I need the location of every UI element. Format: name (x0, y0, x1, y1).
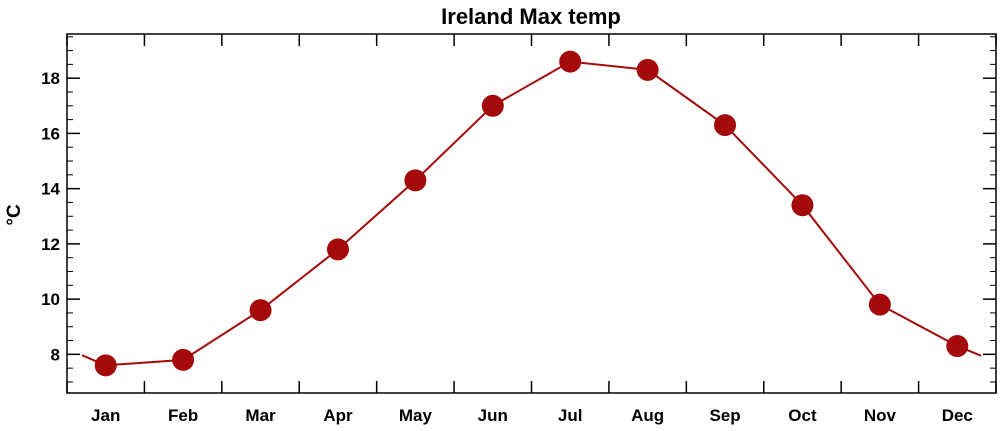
data-point (326, 238, 349, 261)
x-tick-label: Aug (631, 406, 664, 425)
data-point (636, 58, 659, 81)
chart-title: Ireland Max temp (441, 4, 621, 29)
x-tick-label: Jul (558, 406, 583, 425)
data-point (404, 169, 427, 192)
data-point (249, 299, 272, 322)
data-point (714, 114, 737, 137)
data-point (481, 94, 504, 117)
y-tick-label: 16 (41, 124, 60, 143)
x-tick-label: Apr (323, 406, 353, 425)
x-tick-label: May (399, 406, 433, 425)
y-axis-label: °C (4, 204, 25, 226)
x-tick-label: Sep (709, 406, 740, 425)
x-tick-label: Dec (942, 406, 973, 425)
y-tick-label: 14 (41, 180, 60, 199)
x-tick-label: Jun (478, 406, 508, 425)
data-point (559, 50, 582, 73)
y-tick-label: 8 (51, 345, 60, 364)
series-group (81, 50, 982, 377)
plot-frame (66, 33, 997, 394)
series-line (81, 60, 982, 367)
y-tick-label: 18 (41, 69, 60, 88)
y-tick-label: 12 (41, 235, 60, 254)
data-point (172, 348, 195, 371)
plot-axes: 8 10 12 14 16 18 Jan Feb Mar Apr May Jun Jul Aug Sep Oc… (41, 33, 997, 425)
x-tick-label: Oct (788, 406, 817, 425)
y-tick-label: 10 (41, 290, 60, 309)
x-tick-label: Feb (168, 406, 198, 425)
data-point (946, 335, 969, 358)
x-tick-label: Mar (245, 406, 276, 425)
x-tick-label: Nov (864, 406, 897, 425)
data-point (94, 354, 117, 377)
data-point (868, 293, 891, 316)
data-point (791, 194, 814, 217)
x-tick-label: Jan (91, 406, 120, 425)
